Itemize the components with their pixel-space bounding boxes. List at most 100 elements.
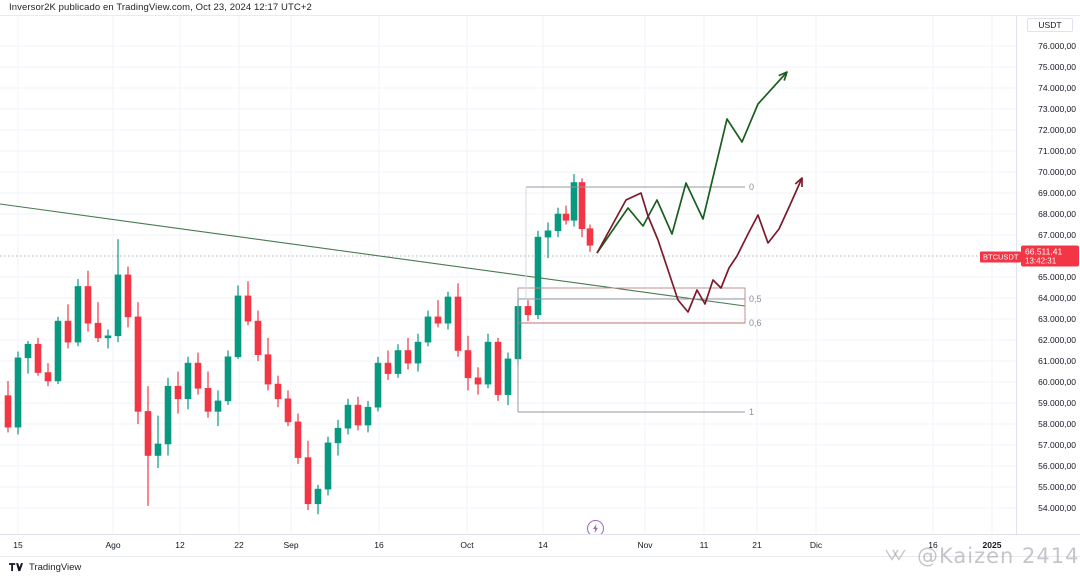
candle — [324, 442, 332, 490]
candle — [4, 395, 12, 428]
candle — [114, 274, 122, 337]
price-tick: 76.000,00 — [1038, 41, 1076, 51]
candlestick-series — [4, 174, 594, 515]
candle — [524, 306, 532, 316]
candle — [44, 372, 52, 382]
candle — [14, 357, 22, 428]
price-tick: 69.000,00 — [1038, 188, 1076, 198]
grid-lines — [0, 16, 1016, 534]
candle — [264, 354, 272, 385]
price-tick: 74.000,00 — [1038, 83, 1076, 93]
bearish-projection — [596, 177, 803, 313]
fib-label-0-5: 0,5 — [749, 294, 762, 304]
publisher-text: Inversor2K publicado en TradingView.com,… — [9, 2, 312, 13]
candle — [404, 350, 412, 364]
candle — [578, 182, 586, 230]
price-tick: 61.000,00 — [1038, 356, 1076, 366]
candle — [34, 343, 42, 373]
candle — [194, 362, 202, 389]
candle — [154, 443, 162, 456]
candle — [544, 230, 552, 238]
symbol-price-tag: BTCUSDT — [980, 251, 1022, 263]
fib-label-1: 1 — [749, 407, 755, 417]
tradingview-logo-text: TradingView — [29, 562, 82, 573]
price-tick: 71.000,00 — [1038, 146, 1076, 156]
candle — [504, 358, 512, 395]
price-tick: 75.000,00 — [1038, 62, 1076, 72]
candle — [304, 457, 312, 505]
candle — [354, 404, 362, 426]
candle — [444, 296, 452, 324]
candle — [234, 295, 242, 358]
candle — [534, 236, 542, 316]
candle — [344, 404, 352, 429]
candle — [184, 362, 192, 400]
bullish-projection — [596, 71, 788, 254]
time-tick: 12 — [175, 540, 185, 550]
candle — [562, 213, 570, 221]
candle — [284, 398, 292, 423]
lightning-bolt-icon[interactable] — [587, 520, 604, 534]
fib-retracement-box — [517, 287, 746, 324]
publisher-bar: Inversor2K publicado en TradingView.com,… — [0, 0, 1080, 16]
candle — [104, 335, 112, 339]
current-price-value: 66.511,41 — [1025, 246, 1063, 257]
candle — [64, 320, 72, 343]
candle — [24, 343, 32, 359]
tradingview-logo[interactable]: TradingView — [9, 562, 81, 573]
price-tick: 62.000,00 — [1038, 335, 1076, 345]
candle — [374, 362, 382, 408]
candle — [414, 341, 422, 364]
current-price-time: 13:42:31 — [1025, 256, 1057, 266]
time-tick: 14 — [538, 540, 548, 550]
candle — [254, 320, 262, 356]
candle — [334, 427, 342, 444]
time-tick: 22 — [234, 540, 244, 550]
candle — [214, 400, 222, 412]
candle — [134, 316, 142, 412]
time-tick: 2025 — [982, 540, 1002, 550]
price-axis[interactable]: USDT 76.000,00 75.000,00 74.000,00 73.000,0… — [1016, 16, 1080, 534]
bottom-bar: TradingView — [0, 556, 1080, 580]
candle — [454, 296, 462, 351]
time-tick: Nov — [637, 540, 653, 550]
price-tick: 55.000,00 — [1038, 482, 1076, 492]
current-price-tag: 66.511,41 13:42:31 — [1021, 245, 1079, 267]
candle — [554, 213, 562, 232]
arrow-head-icon — [794, 177, 803, 188]
candle — [74, 286, 82, 343]
price-tick: 59.000,00 — [1038, 398, 1076, 408]
time-axis[interactable]: 15 Ago 12 22 Sep 16 Oct 14 Nov 11 21 Dic 16 2025 — [0, 534, 1080, 556]
candle — [464, 350, 472, 379]
time-tick: 16 — [928, 540, 938, 550]
candle — [224, 356, 232, 402]
candle — [204, 387, 212, 412]
price-tick: 58.000,00 — [1038, 419, 1076, 429]
time-tick: 21 — [752, 540, 762, 550]
candle — [364, 406, 372, 426]
candle — [274, 383, 282, 400]
candle — [174, 385, 182, 400]
candle — [586, 228, 594, 246]
candle — [394, 350, 402, 374]
price-tick: 56.000,00 — [1038, 461, 1076, 471]
candle — [124, 274, 132, 318]
price-tick: 65.000,00 — [1038, 272, 1076, 282]
price-tick: 64.000,00 — [1038, 293, 1076, 303]
candle — [54, 320, 62, 382]
candle — [144, 411, 152, 456]
candle — [484, 341, 492, 385]
tradingview-mark-icon — [9, 562, 24, 571]
price-tick: 54.000,00 — [1038, 503, 1076, 513]
price-tick: 72.000,00 — [1038, 125, 1076, 135]
candle — [314, 488, 322, 505]
candle — [494, 341, 502, 395]
time-tick: Dic — [809, 540, 823, 550]
candle — [294, 421, 302, 458]
chart-pane[interactable]: 0 0,5 0,6 1 — [0, 16, 1016, 534]
candle — [474, 377, 482, 385]
price-tick: 68.000,00 — [1038, 209, 1076, 219]
fib-label-0: 0 — [749, 182, 755, 192]
time-tick: Sep — [283, 540, 299, 550]
